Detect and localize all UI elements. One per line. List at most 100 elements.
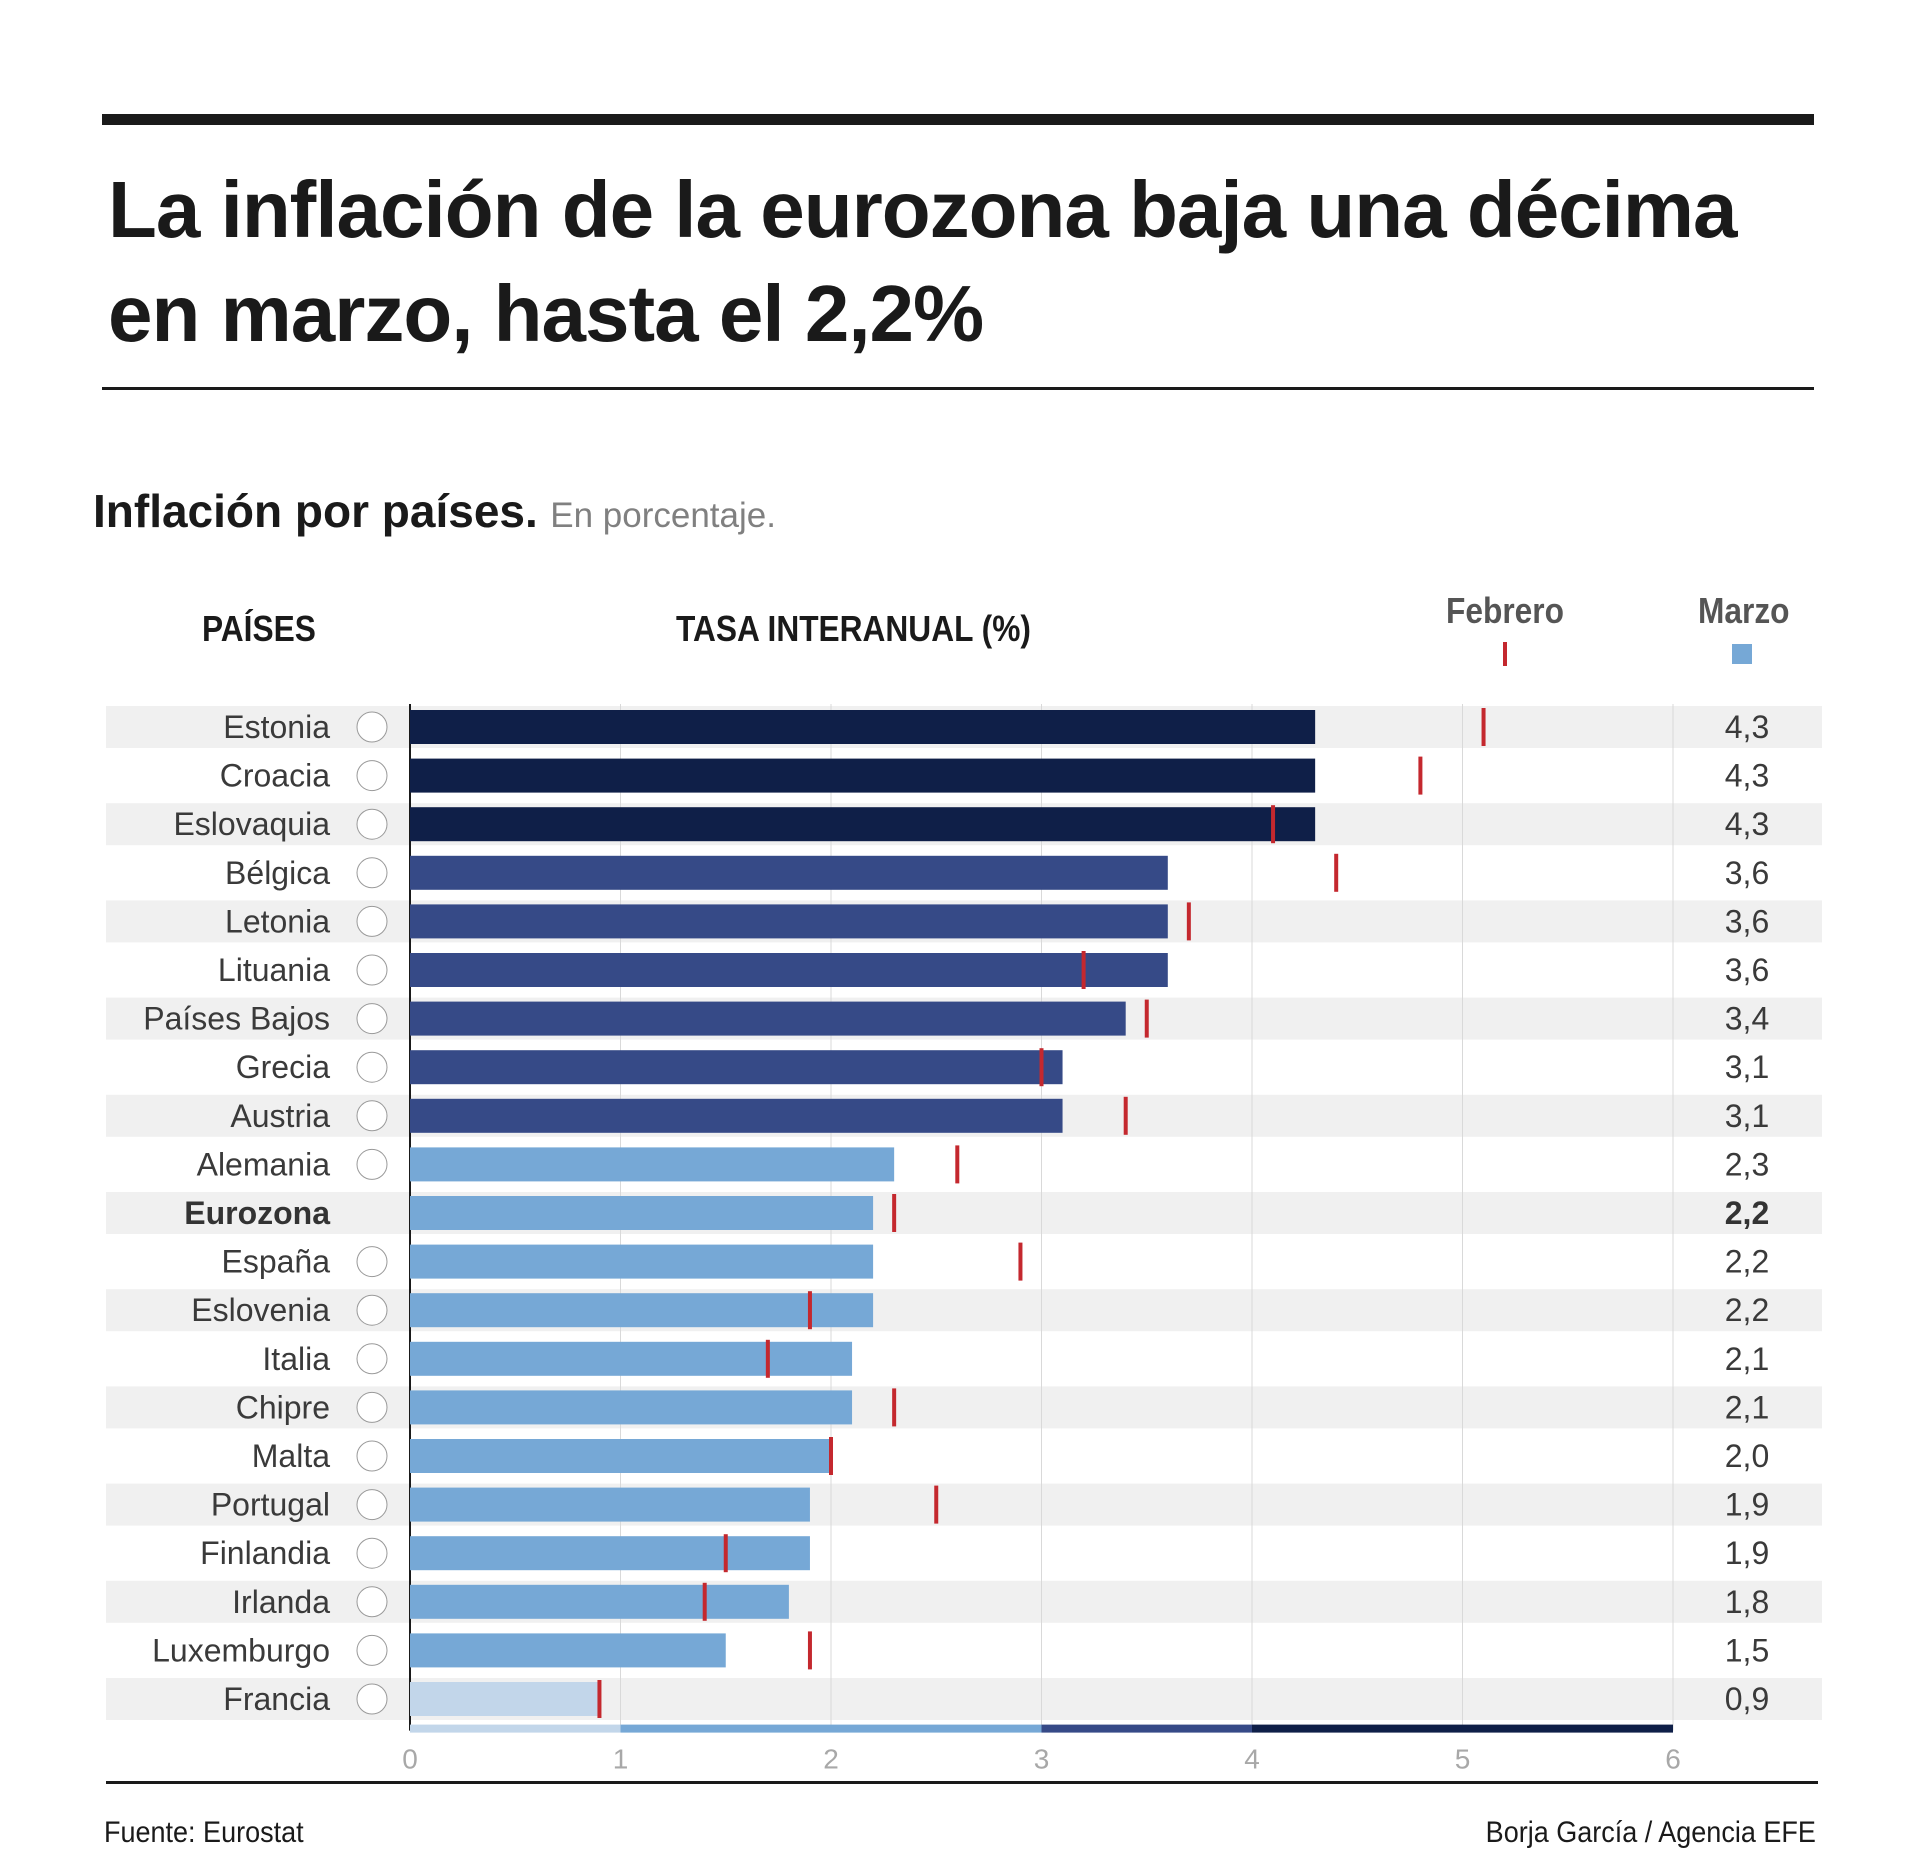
country-row: Alemania 2,3 (197, 1145, 1769, 1184)
march-value-label: 1,5 (1725, 1632, 1769, 1668)
country-label: Países Bajos (143, 1001, 330, 1037)
portugal-flag-icon (356, 1489, 388, 1521)
croatia-flag-icon (356, 760, 388, 792)
finland-flag-icon (356, 1537, 388, 1569)
country-label: Bélgica (225, 855, 330, 891)
country-label: Irlanda (232, 1584, 330, 1620)
x-tick-label: 2 (823, 1744, 839, 1775)
country-label: Estonia (223, 709, 330, 745)
february-marker (807, 1631, 812, 1670)
flag-circle (356, 954, 388, 986)
country-row: Eurozona 2,2 (184, 1194, 1769, 1232)
march-bar (410, 1536, 810, 1571)
country-label: Malta (252, 1438, 330, 1474)
chart-subtitle: Inflación por países. En porcentaje. (93, 484, 776, 538)
country-label: Chipre (236, 1389, 330, 1425)
country-row: Estonia 4,3 (223, 708, 1769, 746)
country-row: Letonia 3,6 (225, 902, 1769, 941)
flag-circle (356, 1148, 388, 1180)
march-value-label: 3,6 (1725, 952, 1769, 988)
country-row: Francia 0,9 (223, 1680, 1769, 1718)
march-value-label: 3,6 (1725, 855, 1769, 891)
ireland-flag-icon (356, 1586, 388, 1618)
x-tick-label: 3 (1034, 1744, 1050, 1775)
march-bar (410, 904, 1168, 939)
country-label: Lituania (218, 952, 330, 988)
color-scale-segment (1252, 1724, 1673, 1733)
legend-february-marker (1503, 642, 1507, 666)
flag-circle (356, 808, 388, 840)
country-label: Portugal (211, 1487, 330, 1523)
netherlands-flag-icon (356, 1003, 388, 1035)
row-stripe (106, 1386, 1822, 1429)
february-marker (1271, 805, 1276, 844)
march-bar (410, 953, 1168, 987)
country-label: Eslovaquia (173, 806, 330, 842)
february-marker (955, 1145, 960, 1184)
subtitle-main: Inflación por países. (93, 485, 538, 537)
march-bar (410, 1196, 874, 1230)
march-value-label: 2,2 (1725, 1195, 1769, 1231)
source-note: Fuente: Eurostat (104, 1816, 304, 1849)
country-row: Bélgica 3,6 (225, 853, 1769, 892)
x-tick-label: 4 (1244, 1744, 1260, 1775)
march-value-label: 2,3 (1725, 1146, 1769, 1182)
march-value-label: 2,2 (1725, 1244, 1769, 1280)
march-bar (410, 1098, 1063, 1133)
color-scale-segment (620, 1724, 1042, 1733)
march-bar (410, 807, 1316, 842)
country-row: Finlandia 1,9 (200, 1534, 1769, 1573)
country-label: Eslovenia (191, 1292, 330, 1328)
latvia-flag-icon (356, 905, 388, 937)
spain-flag-icon (356, 1246, 388, 1278)
country-label: España (221, 1244, 330, 1280)
bottom-rule (106, 1781, 1818, 1784)
country-row: Italia 2,1 (262, 1339, 1769, 1378)
february-marker (934, 1485, 939, 1524)
country-row: Países Bajos 3,4 (143, 999, 1769, 1038)
march-value-label: 3,4 (1725, 1001, 1769, 1037)
title-rule (102, 387, 1814, 390)
country-row: Lituania 3,6 (218, 951, 1769, 989)
march-bar (410, 1633, 726, 1668)
february-marker (702, 1582, 707, 1621)
february-marker (892, 1388, 897, 1427)
country-label: Grecia (236, 1049, 330, 1085)
march-bar (410, 1584, 789, 1619)
march-bar (410, 1147, 895, 1182)
march-value-label: 1,9 (1725, 1487, 1769, 1523)
flag-circle (356, 1634, 388, 1666)
february-marker (1144, 999, 1149, 1038)
country-label: Austria (230, 1098, 330, 1134)
february-marker (807, 1291, 812, 1330)
country-row: Chipre 2,1 (236, 1388, 1769, 1427)
country-row: Grecia 3,1 (236, 1048, 1769, 1087)
flag-circle (356, 1586, 388, 1618)
february-marker (1186, 902, 1191, 941)
flag-circle (356, 1294, 388, 1326)
row-stripe (106, 1192, 1822, 1234)
february-marker (597, 1680, 602, 1718)
legend-february-label: Febrero (1446, 590, 1564, 631)
march-bar (410, 1293, 874, 1328)
march-value-label: 4,3 (1725, 758, 1769, 794)
austria-flag-icon (356, 1100, 388, 1132)
flag-circle (356, 905, 388, 937)
march-bar (410, 1341, 853, 1376)
x-tick-label: 5 (1455, 1744, 1471, 1775)
cyprus-flag-icon (356, 1391, 388, 1423)
march-value-label: 2,2 (1725, 1292, 1769, 1328)
row-stripe (106, 1580, 1822, 1623)
flag-circle (356, 1537, 388, 1569)
legend-march-swatch (1732, 644, 1752, 664)
color-scale-segment (410, 1724, 621, 1733)
march-value-label: 3,6 (1725, 903, 1769, 939)
rate-header: TASA INTERANUAL (%) (676, 608, 1031, 649)
march-bar (410, 1682, 600, 1716)
country-label: Finlandia (200, 1535, 330, 1571)
march-value-label: 2,1 (1725, 1389, 1769, 1425)
flag-circle (356, 1343, 388, 1375)
march-bar (410, 1439, 831, 1473)
march-bar (410, 758, 1316, 793)
february-marker (765, 1339, 770, 1378)
